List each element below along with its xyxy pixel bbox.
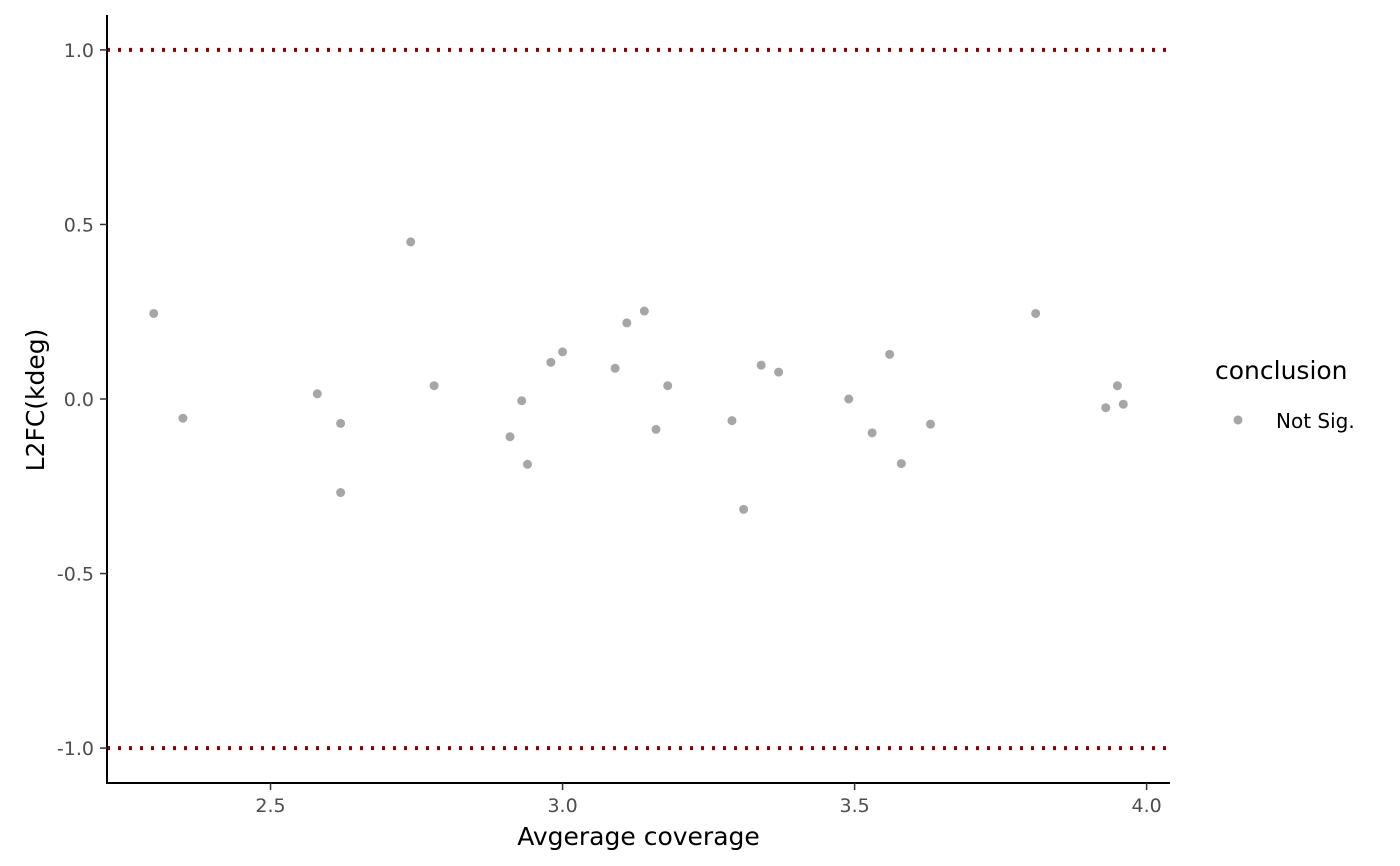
data-point: [429, 381, 439, 391]
data-point: [312, 389, 322, 399]
data-point: [336, 488, 346, 498]
x-tick-label: 4.0: [1132, 795, 1162, 817]
data-point: [1112, 381, 1122, 391]
data-point: [336, 418, 346, 428]
data-point: [610, 363, 620, 373]
y-axis-ticks: -1.0 -0.5 0.0 0.5 1.0: [57, 40, 107, 760]
data-point: [663, 381, 673, 391]
data-point: [756, 360, 766, 370]
legend-title: conclusion: [1215, 356, 1348, 385]
data-points: [149, 237, 1128, 514]
y-tick-label: -0.5: [57, 564, 94, 586]
reference-lines: [107, 47, 1170, 751]
y-axis-title: L2FC(kdeg): [21, 329, 50, 472]
data-point: [885, 349, 895, 359]
data-point: [523, 459, 533, 469]
data-point: [844, 394, 854, 404]
data-point: [867, 428, 877, 438]
data-point: [1118, 399, 1128, 409]
data-point: [896, 459, 906, 469]
data-point: [1031, 308, 1041, 318]
data-point: [651, 424, 661, 434]
x-axis-ticks: 2.5 3.0 3.5 4.0: [255, 783, 1162, 817]
data-point: [546, 357, 556, 367]
data-point: [149, 308, 159, 318]
legend-label-not-sig: Not Sig.: [1276, 409, 1355, 433]
data-point: [639, 306, 649, 316]
data-point: [406, 237, 416, 247]
y-tick-label: -1.0: [57, 738, 94, 760]
x-tick-label: 3.0: [547, 795, 577, 817]
data-point: [739, 504, 749, 514]
x-axis-title: Avgerage coverage: [517, 822, 760, 851]
data-point: [774, 367, 784, 377]
y-tick-label: 0.0: [64, 389, 94, 411]
data-point: [517, 396, 527, 406]
data-point: [727, 416, 737, 426]
legend: conclusion Not Sig.: [1215, 356, 1355, 433]
data-point: [622, 318, 632, 328]
data-point: [505, 432, 515, 442]
x-tick-label: 2.5: [255, 795, 285, 817]
data-point: [1101, 403, 1111, 413]
data-point: [178, 413, 188, 423]
y-tick-label: 0.5: [64, 214, 94, 236]
data-point: [926, 419, 936, 429]
x-tick-label: 3.5: [839, 795, 869, 817]
data-point: [558, 347, 568, 357]
y-tick-label: 1.0: [64, 40, 94, 62]
legend-key-not-sig: [1233, 415, 1243, 425]
